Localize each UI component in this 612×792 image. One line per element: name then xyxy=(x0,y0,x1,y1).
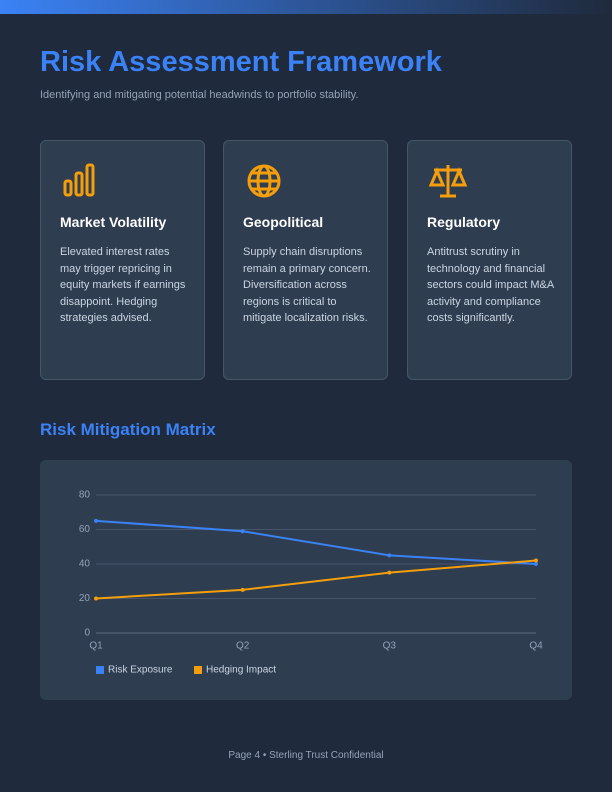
title: Risk Assessment Framework xyxy=(40,46,442,78)
series-line xyxy=(95,559,537,600)
y-tick-label: 40 xyxy=(79,559,91,570)
card-title: Market Volatility xyxy=(60,214,167,230)
card: Regulatory Antitrust scrutiny in technol… xyxy=(407,140,572,380)
y-tick-label: 80 xyxy=(79,490,91,501)
y-tick-label: 60 xyxy=(79,524,91,535)
footer: Page 4 • Sterling Trust Confidential xyxy=(228,750,384,761)
card: Market Volatility Elevated interest rate… xyxy=(40,140,205,380)
point xyxy=(240,529,245,534)
card-body: Elevated interest rates may trigger repr… xyxy=(60,246,186,325)
section-title: Risk Mitigation Matrix xyxy=(40,420,216,439)
icon xyxy=(63,163,95,197)
card-body: Antitrust scrutiny in technology and fin… xyxy=(427,246,554,325)
x-tick-label: Q1 xyxy=(89,641,103,652)
series-line xyxy=(95,519,537,565)
point xyxy=(534,558,538,563)
y-tick-label: 0 xyxy=(84,628,90,639)
legend-swatch xyxy=(194,666,202,674)
icon xyxy=(247,164,281,198)
icon xyxy=(428,165,468,198)
top-bar xyxy=(0,0,612,14)
chart: 0 20 40 60 80 Q1 Q2 Q3 Q4 Risk Exposure Hedging Im… xyxy=(79,490,543,676)
card-body: Supply chain disruptions remain a primar… xyxy=(243,246,371,325)
y-tick-label: 20 xyxy=(79,593,91,604)
point xyxy=(240,587,245,592)
legend-swatch xyxy=(96,666,104,674)
legend-label: Hedging Impact xyxy=(206,665,276,676)
x-tick-label: Q4 xyxy=(529,641,543,652)
point xyxy=(94,518,98,523)
point xyxy=(94,596,98,601)
card-title: Regulatory xyxy=(427,214,501,230)
card-title: Geopolitical xyxy=(243,214,324,230)
point xyxy=(387,553,392,558)
chart-box: 0 20 40 60 80 Q1 Q2 Q3 Q4 Risk Exposure Hedging Im… xyxy=(40,460,572,700)
point xyxy=(534,562,538,566)
point xyxy=(387,570,392,575)
legend-label: Risk Exposure xyxy=(108,665,173,676)
x-tick-label: Q3 xyxy=(383,641,397,652)
card: Geopolitical Supply chain disruptions re… xyxy=(223,140,388,380)
x-tick-label: Q2 xyxy=(236,641,250,652)
subtitle: Identifying and mitigating potential hea… xyxy=(40,89,359,101)
